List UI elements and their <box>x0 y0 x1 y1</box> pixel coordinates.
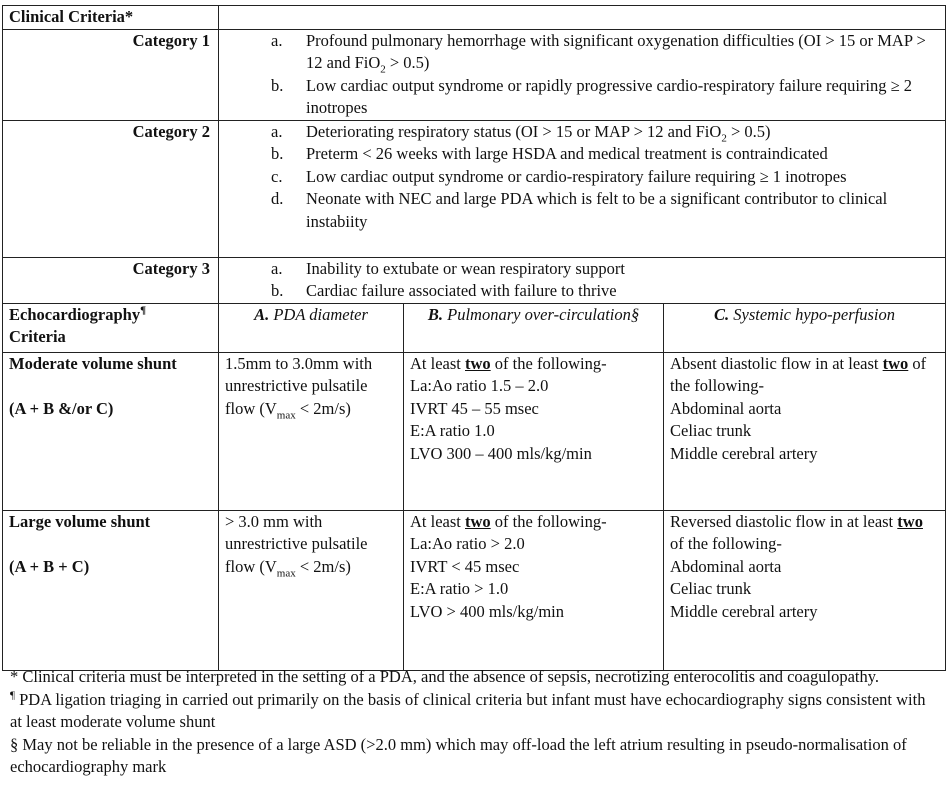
criteria-item: b. Low cardiac output syndrome or rapidly… <box>271 75 913 118</box>
column-header-b: B. Pulmonary over-circulation§ <box>403 302 664 353</box>
criteria-b-cell: At least two of the following- La:Ao rati… <box>403 351 664 511</box>
shunt-label-cell: Moderate volume shunt (A + B &/or C) <box>2 351 219 511</box>
criterion-line: La:Ao ratio > 2.0 <box>410 534 525 553</box>
category-row: Category 1 a. Profound pulmonary hemorrhag… <box>2 28 947 121</box>
criterion-line: La:Ao ratio 1.5 – 2.0 <box>410 376 549 395</box>
criteria-list: a. Deteriorating respiratory status (OI >… <box>225 121 939 234</box>
criterion-line: Abdominal aorta <box>670 398 782 418</box>
criterion-line: IVRT < 45 msec <box>410 556 520 576</box>
criteria-b-cell: At least two of the following- La:Ao rati… <box>403 509 664 671</box>
category-row: Category 3 a. Inability to extubate or wea… <box>2 256 947 304</box>
criterion-line: IVRT 45 – 55 msec <box>410 398 539 418</box>
criterion-line: Abdominal aorta <box>670 556 782 576</box>
footnote-clinical: * Clinical criteria must be interpreted … <box>10 667 880 686</box>
criterion-line: Celiac trunk <box>670 421 752 440</box>
criterion-line: Middle cerebral artery <box>670 601 818 621</box>
criterion-line: E:A ratio 1.0 <box>410 421 495 440</box>
footnote-ligation: ¶ PDA ligation triaging in carried out p… <box>10 689 926 732</box>
criterion-line: LVO > 400 mls/kg/min <box>410 601 565 621</box>
criterion-line: E:A ratio > 1.0 <box>410 579 509 598</box>
category-row: Category 2 a. Deteriorating respiratory st… <box>2 119 947 258</box>
shunt-row: Moderate volume shunt (A + B &/or C) 1.5mm… <box>2 351 947 511</box>
shunt-label-cell: Large volume shunt (A + B + C) <box>2 509 219 671</box>
criteria-item: d. Neonate with NEC and large PDA which i… <box>271 189 888 231</box>
criteria-item: b. Preterm < 26 weeks with large HSDA and… <box>271 144 828 163</box>
criteria-item: a. Inability to extubate or wean respirat… <box>271 258 625 278</box>
criterion-line: Celiac trunk <box>670 579 752 598</box>
category-label: Category 3 <box>2 256 219 304</box>
criteria-item: a. Profound pulmonary hemorrhage with sig… <box>271 30 926 76</box>
criteria-table: Clinical Criteria* Category 1 a. Profound … <box>2 5 947 671</box>
criteria-item: a. Deteriorating respiratory status (OI >… <box>271 121 771 144</box>
category-label: Category 2 <box>2 119 219 258</box>
criteria-list: a. Inability to extubate or wean respirat… <box>225 258 939 303</box>
criterion-line: LVO 300 – 400 mls/kg/min <box>410 443 592 463</box>
footnotes: * Clinical criteria must be interpreted … <box>10 666 940 779</box>
category-label: Category 1 <box>2 28 219 121</box>
criterion-line: Middle cerebral artery <box>670 443 818 463</box>
criteria-item: c. Low cardiac output syndrome or cardio-… <box>271 166 847 186</box>
criteria-list: a. Profound pulmonary hemorrhage with sig… <box>225 30 939 120</box>
criteria-c-cell: Absent diastolic flow in at least two of… <box>662 351 947 511</box>
column-header-c: C. Systemic hypo-perfusion <box>662 302 947 353</box>
column-header-a: A. PDA diameter <box>218 302 404 353</box>
clinical-header-row: Clinical Criteria* <box>2 5 947 30</box>
footnote-asd: § May not be reliable in the presence of… <box>10 734 907 777</box>
criteria-a-cell: 1.5mm to 3.0mm with unrestrictive pulsat… <box>218 351 404 511</box>
criteria-item: b. Cardiac failure associated with failur… <box>271 281 617 300</box>
criteria-c-cell: Reversed diastolic flow in at least two … <box>662 509 947 671</box>
clinical-criteria-title: Clinical Criteria* <box>2 5 219 30</box>
criteria-a-cell: > 3.0 mm with unrestrictive pulsatile fl… <box>218 509 404 671</box>
echo-header-row: Echocardiography¶ Criteria A. PDA diamete… <box>2 302 947 353</box>
echo-criteria-title: Echocardiography¶ Criteria <box>2 302 219 353</box>
shunt-row: Large volume shunt (A + B + C) > 3.0 mm wi… <box>2 509 947 671</box>
